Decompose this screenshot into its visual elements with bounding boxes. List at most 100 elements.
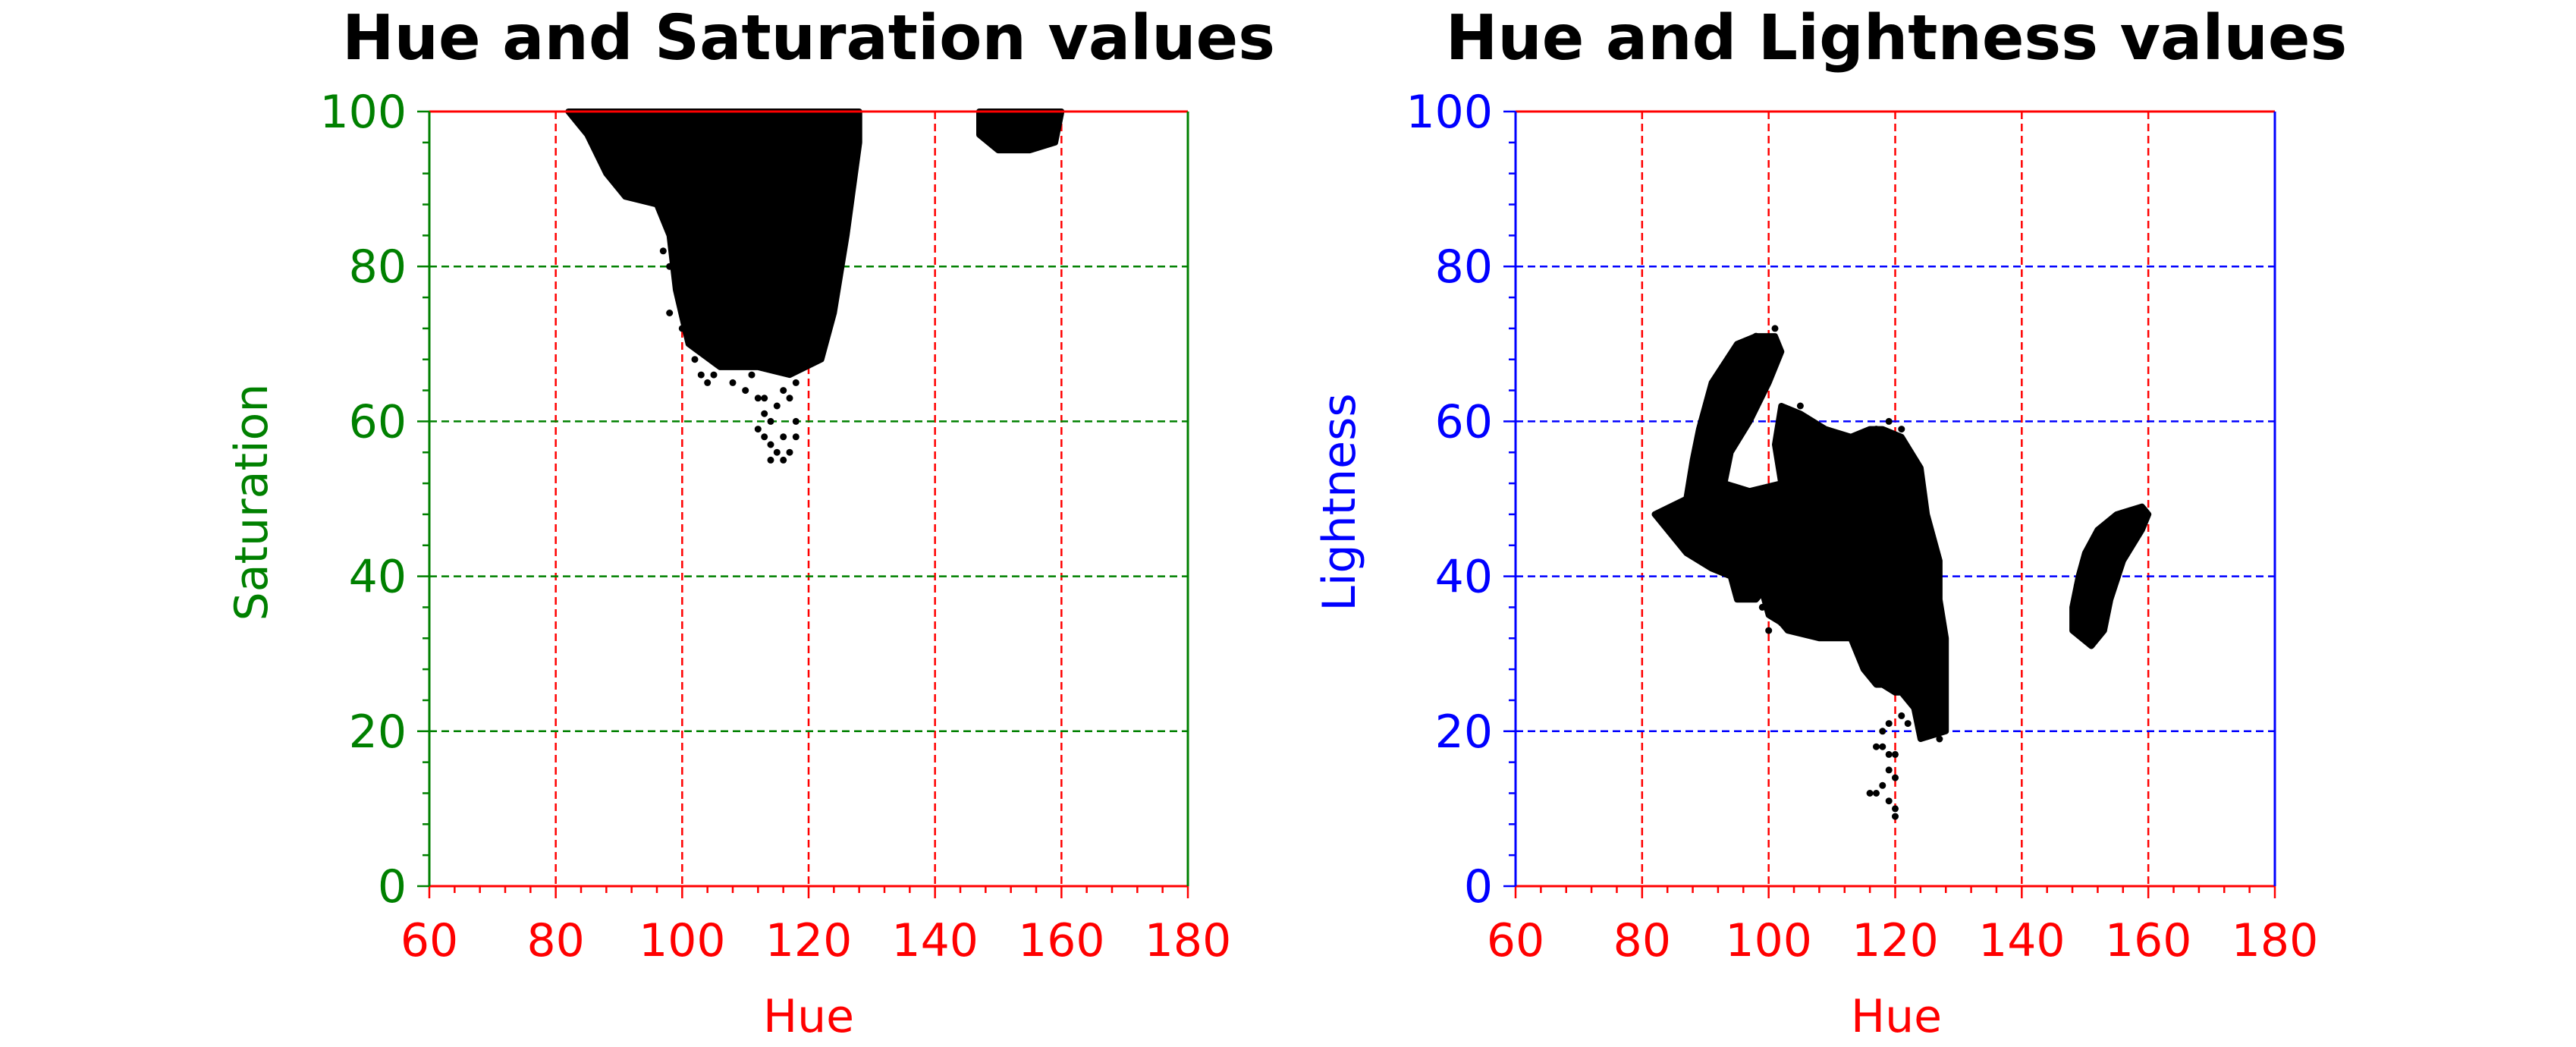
- scatter-point: [1733, 351, 1739, 357]
- scatter-point: [1814, 621, 1821, 628]
- scatter-point: [1882, 593, 1889, 600]
- scatter-point: [1885, 797, 1893, 805]
- scatter-point: [1792, 587, 1799, 594]
- scatter-point: [790, 367, 797, 374]
- chart-title: Hue and Lightness values: [1446, 2, 2348, 74]
- scatter-point: [1004, 130, 1010, 137]
- scatter-point: [613, 132, 620, 139]
- scatter-point: [2105, 604, 2112, 611]
- scatter-point: [2072, 612, 2078, 618]
- scatter-point: [1830, 546, 1836, 552]
- scatter-point: [1031, 145, 1038, 152]
- scatter-point: [1877, 572, 1883, 579]
- scatter-point: [2093, 545, 2100, 552]
- scatter-point: [792, 187, 799, 193]
- scatter-point: [2090, 601, 2097, 608]
- scatter-point: [1820, 485, 1827, 492]
- scatter-point: [1020, 146, 1027, 153]
- x-tick-label: 60: [401, 914, 458, 967]
- scatter-point: [1767, 372, 1774, 378]
- scatter-point: [1836, 447, 1842, 454]
- scatter-point: [1844, 590, 1851, 597]
- scatter-point: [1809, 539, 1816, 546]
- scatter-point: [731, 344, 738, 351]
- scatter-point: [1758, 570, 1764, 577]
- scatter-point: [1056, 115, 1063, 121]
- scatter-point: [1817, 511, 1824, 518]
- x-tick-label: 180: [1145, 914, 1232, 967]
- scatter-point: [724, 328, 730, 335]
- scatter-point: [2099, 621, 2106, 627]
- scatter-point: [988, 123, 994, 130]
- tick-labels: 60 80 100 120 140 160 180 0 20 40 60 80 100: [1406, 86, 2318, 967]
- scatter-point: [1912, 559, 1919, 566]
- scatter-point: [1709, 479, 1716, 486]
- scatter-point: [672, 278, 680, 286]
- scatter-point: [730, 180, 737, 186]
- scatter-point: [778, 118, 785, 124]
- scatter-point: [1794, 605, 1801, 612]
- scatter-point: [748, 130, 754, 137]
- scatter-point: [793, 261, 799, 268]
- scatter-point: [1889, 474, 1896, 481]
- scatter-point: [685, 273, 692, 280]
- scatter-point: [1707, 388, 1714, 395]
- scatter-point: [1665, 518, 1672, 525]
- scatter-point: [1788, 465, 1795, 472]
- scatter-point: [2127, 507, 2134, 514]
- chart-title: Hue and Saturation values: [342, 2, 1275, 74]
- scatter-point: [632, 157, 639, 164]
- scatter-point: [770, 345, 777, 352]
- scatter-point: [732, 187, 739, 194]
- scatter-point: [740, 325, 747, 332]
- scatter-point: [1900, 455, 1907, 462]
- scatter-point: [754, 395, 762, 402]
- scatter-point: [1867, 543, 1874, 550]
- scatter-point: [739, 182, 746, 189]
- scatter-point: [1879, 781, 1886, 789]
- scatter-point: [1723, 564, 1730, 571]
- scatter-point: [1930, 539, 1937, 546]
- scatter-point: [2124, 517, 2130, 524]
- scatter-point: [812, 266, 819, 272]
- scatter-point: [1011, 146, 1018, 152]
- scatter-point: [2140, 520, 2147, 527]
- scatter-point: [690, 133, 696, 140]
- scatter-point: [2107, 573, 2114, 580]
- scatter-point: [1720, 513, 1726, 520]
- scatter-point: [2084, 549, 2091, 555]
- scatter-point: [1732, 376, 1739, 383]
- scatter-point: [731, 263, 738, 269]
- scatter-point: [2100, 616, 2106, 623]
- scatter-point: [792, 379, 800, 386]
- scatter-point: [821, 146, 828, 153]
- y-tick-label: 20: [349, 706, 407, 759]
- scatter-point: [1747, 382, 1754, 389]
- scatter-point: [1803, 535, 1810, 542]
- scatter-point: [1726, 438, 1733, 445]
- scatter-point: [761, 410, 768, 417]
- scatter-point: [1921, 593, 1928, 600]
- scatter-point: [1923, 728, 1930, 735]
- scatter-point: [1864, 586, 1871, 593]
- scatter-point: [742, 387, 749, 395]
- scatter-point: [1842, 554, 1849, 561]
- scatter-point: [1863, 431, 1870, 438]
- scatter-point: [1796, 402, 1804, 410]
- scatter-point: [688, 203, 694, 209]
- scatter-point: [2094, 537, 2101, 543]
- scatter-point: [2103, 599, 2109, 605]
- scatter-point: [1913, 678, 1920, 684]
- scatter-point: [2116, 511, 2122, 517]
- scatter-point: [792, 433, 800, 441]
- y-tick-label: 100: [319, 86, 407, 139]
- scatter-point: [765, 169, 771, 176]
- scatter-point: [760, 241, 767, 247]
- scatter-point: [1717, 540, 1723, 547]
- scatter-point: [1918, 675, 1924, 682]
- scatter-point: [1841, 484, 1848, 491]
- y-tick-label: 0: [378, 860, 407, 913]
- scatter-point: [998, 137, 1005, 144]
- scatter-point: [1880, 549, 1886, 556]
- scatter-point: [828, 279, 835, 286]
